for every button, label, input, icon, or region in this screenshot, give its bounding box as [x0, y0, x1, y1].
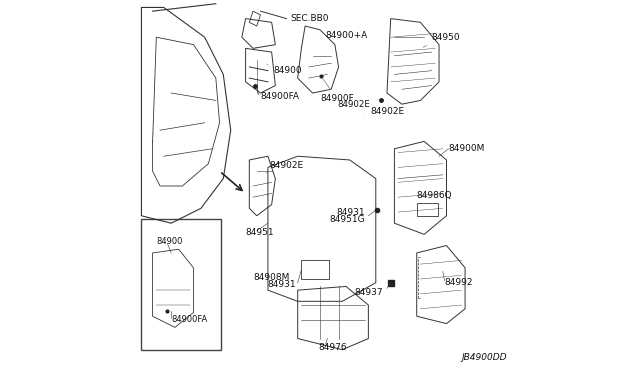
Text: 84900FA: 84900FA [172, 315, 207, 324]
Text: 84902E: 84902E [337, 100, 370, 109]
Text: 84900F: 84900F [320, 78, 354, 103]
Text: 84950: 84950 [423, 33, 460, 47]
Text: 84900+A: 84900+A [320, 31, 368, 40]
Text: 84951: 84951 [246, 228, 274, 237]
Text: 84951G: 84951G [329, 215, 365, 224]
Text: JB4900DD: JB4900DD [461, 353, 507, 362]
Text: 84937: 84937 [355, 288, 383, 296]
Text: 84900FA: 84900FA [260, 92, 300, 101]
Text: 84900M: 84900M [449, 144, 484, 153]
Text: 84931: 84931 [267, 280, 296, 289]
Text: 84900: 84900 [267, 64, 302, 75]
Text: 84986Q: 84986Q [417, 191, 452, 200]
Text: 84931: 84931 [337, 208, 365, 217]
Text: 84900: 84900 [156, 237, 182, 246]
Text: 84976: 84976 [318, 343, 347, 352]
Text: 84902E: 84902E [365, 107, 404, 117]
Text: 84992: 84992 [445, 278, 473, 287]
Bar [301, 260, 330, 279]
Bar [141, 219, 221, 350]
Text: SEC.BB0: SEC.BB0 [291, 14, 329, 23]
Text: 84902E: 84902E [266, 161, 304, 173]
Bar [417, 203, 438, 216]
Text: 84908M: 84908M [253, 273, 289, 282]
